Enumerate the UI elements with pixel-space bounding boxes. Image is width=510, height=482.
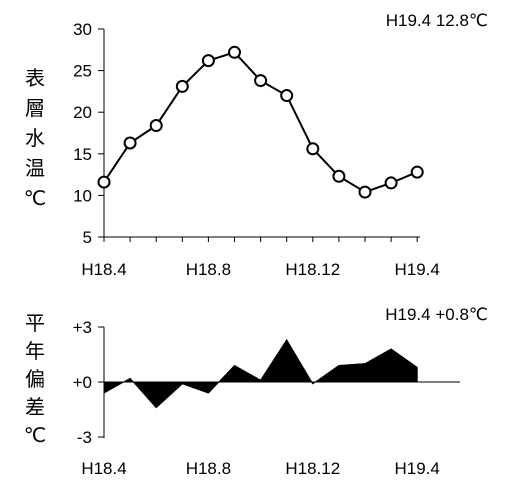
x-tick-label: H18.8 [186, 260, 231, 279]
x-tick-label: H18.8 [186, 459, 231, 478]
y-tick-label: 5 [83, 228, 92, 247]
y-tick-label: -3 [77, 428, 92, 447]
temperature-point [384, 176, 398, 190]
deviation-chart: H19.4 +0.8℃ 平年偏差℃ +3 +0 -3 H18.4 H18.8 H18.1… [24, 305, 488, 478]
temperature-point [228, 45, 241, 59]
temperature-point [254, 74, 268, 88]
y-tick-label: 10 [73, 186, 92, 205]
temperature-point [280, 89, 294, 103]
temperature-point [97, 175, 111, 189]
water-temperature-chart: H19.4 12.8℃ 表層水温℃ 5 10 15 20 25 30 H18.4 H18.8… [24, 11, 488, 279]
temperature-point [410, 165, 424, 179]
x-tick-label: H19.4 [395, 459, 440, 478]
latest-deviation-annotation: H19.4 +0.8℃ [385, 305, 488, 324]
x-tick-label: H18.4 [81, 459, 126, 478]
x-tick-label: H19.4 [395, 260, 440, 279]
latest-temperature-annotation: H19.4 12.8℃ [386, 11, 488, 30]
y-tick-label: 30 [73, 20, 92, 39]
temperature-point [358, 185, 372, 199]
x-tick-label: H18.4 [81, 260, 126, 279]
y-tick-label: 15 [73, 145, 92, 164]
temperature-point [175, 79, 189, 93]
temperature-point [306, 142, 320, 156]
temperature-point [332, 169, 346, 183]
y-axis-label-deviation: 平年偏差℃ [24, 313, 46, 447]
y-axis-label-temperature: 表層水温℃ [24, 67, 46, 210]
deviation-area [103, 338, 418, 409]
x-tick-label: H18.12 [285, 459, 340, 478]
temperature-point [123, 136, 137, 150]
y-tick-label: 20 [73, 103, 92, 122]
y-tick-label: +0 [73, 373, 92, 392]
y-tick-label: 25 [73, 62, 92, 81]
y-tick-label: +3 [73, 318, 92, 337]
temperature-point [201, 54, 215, 68]
x-tick-label: H18.12 [285, 260, 340, 279]
temperature-point [149, 119, 163, 133]
